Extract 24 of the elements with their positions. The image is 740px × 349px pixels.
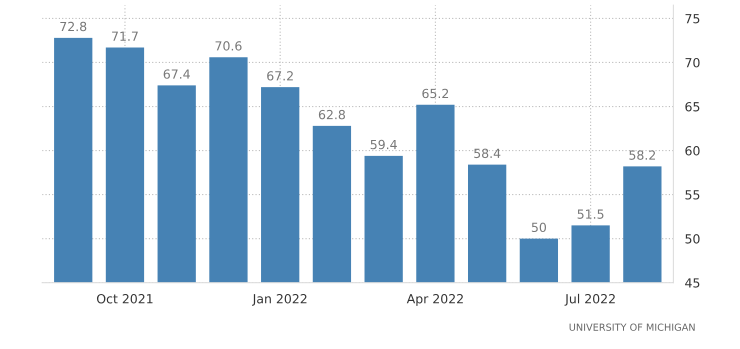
data-label: 72.8 [60,22,86,32]
y-tick-label: 50 [685,234,700,244]
y-tick-label: 70 [686,58,700,68]
text: UNIVERSITY OF MICHIGAN [570,324,695,331]
y-tick-label: 55 [685,190,700,200]
data-label: 70.6 [216,41,242,51]
y-tick-label: 65 [685,102,700,112]
x-tick-label: Jan 2022 [252,294,306,306]
y-tick-label: 60 [685,146,700,156]
data-label: 65.2 [422,88,448,98]
y-tick-label: 75 [686,14,700,24]
x-tick-label: Jul 2022 [564,294,615,306]
data-label: 51.5 [578,210,604,219]
data-label: 67.2 [267,71,293,81]
data-label: 71.7 [112,32,138,41]
y-tick-label: 45 [685,278,700,288]
data-label: 62.8 [318,110,345,120]
data-label: 58.2 [629,150,656,160]
x-tick-label: Oct 2021 [96,294,153,304]
x-tick-label: Apr 2022 [406,294,463,306]
data-label: 59.4 [370,140,397,150]
data-label: 67.4 [164,69,190,79]
data-label: 50 [532,222,546,232]
data-label: 58.4 [474,148,500,158]
